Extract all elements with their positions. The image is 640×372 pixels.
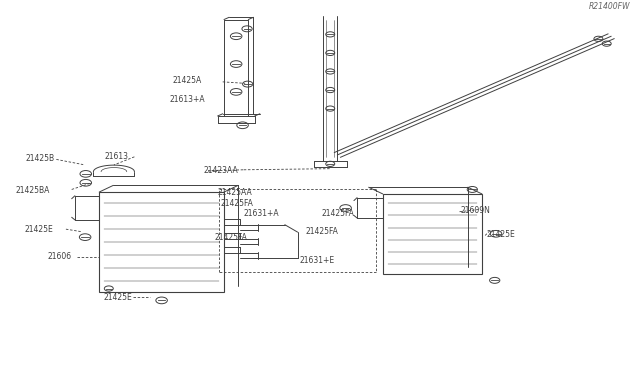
Text: 21425E: 21425E xyxy=(104,293,132,302)
Text: 21609N: 21609N xyxy=(461,206,491,215)
Text: 21606: 21606 xyxy=(48,253,72,262)
Text: 21425A: 21425A xyxy=(173,76,202,85)
Text: 21425BA: 21425BA xyxy=(16,186,51,195)
Text: 21425E: 21425E xyxy=(24,225,53,234)
Text: 21425FA: 21425FA xyxy=(321,209,354,218)
Text: 21423AA: 21423AA xyxy=(204,166,238,176)
Text: 21631+A: 21631+A xyxy=(243,209,279,218)
Text: 21613+A: 21613+A xyxy=(170,95,205,104)
Text: 21613: 21613 xyxy=(104,151,128,161)
Text: 21425FA: 21425FA xyxy=(221,199,253,208)
Text: 21425FA: 21425FA xyxy=(306,227,339,235)
Text: 21425AA: 21425AA xyxy=(218,188,252,197)
Bar xyxy=(383,194,482,274)
Text: 21425E: 21425E xyxy=(486,230,515,239)
Text: 21425B: 21425B xyxy=(26,154,55,163)
Text: 21631+E: 21631+E xyxy=(300,256,335,265)
Text: R21400FW: R21400FW xyxy=(589,2,630,12)
Bar xyxy=(99,192,224,292)
Text: 21425FA: 21425FA xyxy=(214,233,247,242)
